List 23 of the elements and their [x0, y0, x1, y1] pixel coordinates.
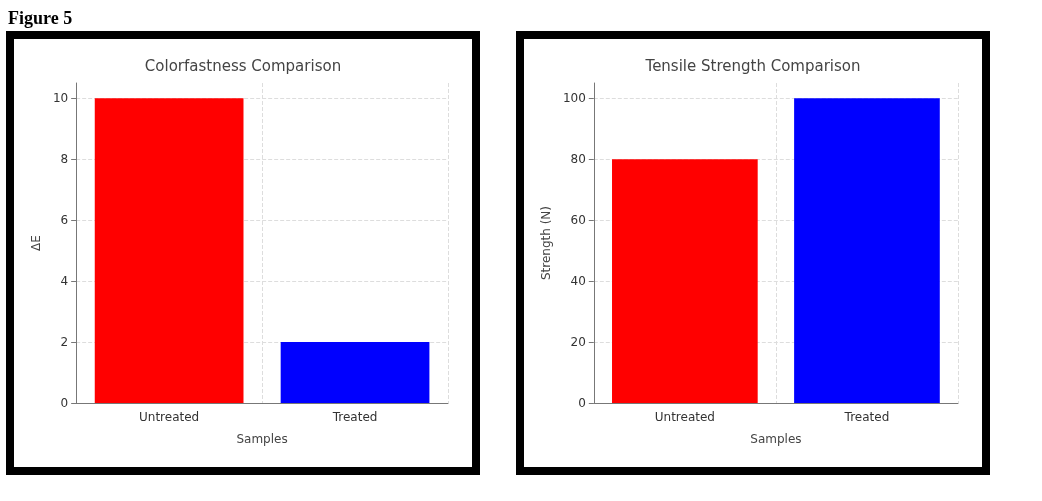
- chart-title: Colorfastness Comparison: [144, 56, 342, 75]
- x-tick-label: Treated: [331, 410, 378, 424]
- x-axis-title: Samples: [236, 432, 288, 446]
- x-tick-label: Untreated: [139, 410, 200, 424]
- y-tick-label: 0: [578, 396, 586, 410]
- y-tick-label: 8: [60, 152, 69, 167]
- y-axis-title: Strength (N): [539, 205, 553, 281]
- y-axis-title: ΔE: [29, 235, 43, 251]
- y-tick-label: 80: [570, 152, 586, 167]
- x-axis-title: Samples: [750, 432, 802, 446]
- y-tick-label: 2: [60, 335, 69, 350]
- y-tick-label: 10: [52, 91, 69, 106]
- y-tick-label: 20: [570, 335, 586, 350]
- caption: Figure 5: [8, 8, 74, 29]
- y-tick-label: 6: [60, 213, 69, 228]
- y-tick-label: 100: [562, 91, 586, 106]
- y-tick-label: 60: [570, 213, 586, 228]
- y-tick-label: 0: [60, 396, 69, 410]
- x-tick-label: Untreated: [654, 410, 715, 424]
- y-tick-label: 40: [570, 274, 586, 289]
- x-tick-label: Treated: [843, 410, 890, 424]
- chart-title: Tensile Strength Comparison: [644, 56, 861, 75]
- y-tick-label: 4: [60, 274, 69, 289]
